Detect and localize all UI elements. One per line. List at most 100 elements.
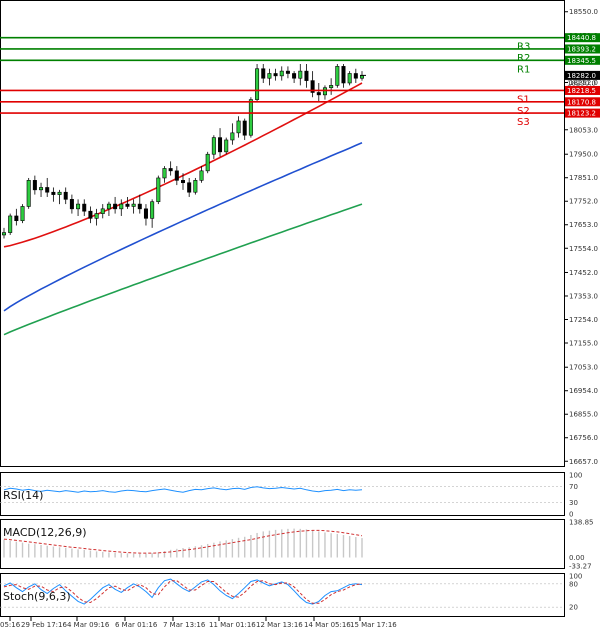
time-tick-label: 14 Mar 05:16: [304, 621, 351, 629]
candle-body: [143, 208, 148, 219]
candle-body: [248, 99, 253, 136]
candle-body: [162, 168, 167, 179]
price-tick-label: 17452.0: [569, 269, 598, 277]
time-axis: 05:16 29 Feb 17:16 4 Mar 09:16 6 Mar 01:16 7…: [0, 617, 397, 629]
pivot-level-tag: [565, 97, 600, 107]
pivot-level-tag: [565, 55, 600, 65]
candle-body: [285, 70, 290, 74]
candle-body: [329, 85, 334, 89]
candle-body: [347, 73, 352, 84]
price-tick-label: 16954.0: [569, 387, 598, 395]
candle-body: [292, 73, 297, 79]
candle-body: [1, 232, 7, 236]
indicator-tick-label: 0.00: [569, 554, 585, 562]
time-tick-label: 15 Mar 17:16: [350, 621, 397, 629]
candle-body: [137, 203, 142, 210]
price-panel-frame: [0, 0, 565, 467]
candle-body: [45, 187, 50, 193]
time-tick-label: 7 Mar 13:16: [163, 621, 206, 629]
candle-body: [8, 215, 13, 233]
candle-body: [242, 120, 247, 136]
candle-body: [94, 213, 99, 219]
indicator-tick-label: 100: [569, 573, 582, 581]
indicator-tick-label: 30: [569, 499, 578, 507]
candle-body: [187, 182, 192, 193]
pivot-level-tag: [565, 33, 600, 43]
macd-signal-line: [3, 529, 363, 554]
indicator-tick-label: -33.27: [569, 563, 592, 571]
candle-body: [218, 137, 223, 153]
stoch-panel-frame: [0, 573, 565, 617]
stoch-title: Stoch(9,6,3): [3, 590, 71, 603]
macd-panel: 138.85 0.00-33.27: [3, 519, 594, 571]
candle-body: [106, 203, 111, 210]
candle-body: [57, 191, 62, 195]
price-tick-label: 17353.0: [569, 292, 598, 300]
price-tick-label: 16756.0: [569, 434, 598, 442]
indicator-tick-label: 100: [569, 472, 582, 480]
candle-body: [156, 177, 161, 203]
candle-body: [310, 80, 315, 93]
candle-body: [88, 210, 93, 219]
indicator-tick-label: 138.85: [569, 519, 594, 527]
pivot-level-tag: [565, 108, 600, 118]
pivot-level-value: 18393.2: [567, 45, 596, 53]
candle-body: [20, 206, 25, 222]
price-tick-label: 17554.0: [569, 245, 598, 253]
price-tick-label: 17053.0: [569, 364, 598, 372]
time-tick-label: 12 Mar 13:16: [256, 621, 303, 629]
pivot-level-value: 18170.8: [567, 98, 596, 106]
price-tick-label: 18053.0: [569, 126, 598, 134]
candle-body: [322, 87, 327, 96]
indicator-tick-label: 20: [569, 604, 578, 612]
candle-body: [205, 153, 210, 172]
macd-panel-frame: [0, 519, 565, 569]
candle-body: [255, 68, 260, 100]
rsi-line: [3, 486, 363, 493]
pivot-level-name: R1: [517, 64, 530, 75]
candle-body: [51, 191, 56, 195]
pivot-level-value: 18345.5: [567, 57, 596, 65]
price-tick-label: 18550.0: [569, 8, 598, 16]
time-tick-label: 29 Feb 17:16: [21, 621, 67, 629]
price-tick-label: 16657.0: [569, 458, 598, 466]
indicator-tick-label: 70: [569, 483, 578, 491]
rsi-panel-frame: [0, 472, 565, 516]
price-tick-label: 17155.0: [569, 339, 598, 347]
candle-body: [273, 73, 278, 77]
candle-body: [304, 70, 309, 81]
candle-body: [230, 132, 235, 141]
candle-body: [168, 168, 173, 172]
candle-body: [181, 180, 186, 184]
indicator-tick-label: 0: [569, 511, 573, 519]
candle-body: [261, 68, 266, 79]
candle-body: [341, 66, 346, 84]
price-tick-label: 17752.0: [569, 198, 598, 206]
pivot-level-tag: [565, 85, 600, 95]
candle-body: [69, 199, 74, 210]
pivot-level-name: S1: [517, 94, 530, 105]
candle-body: [113, 203, 118, 210]
candle-body: [76, 203, 81, 210]
candle-body: [193, 180, 198, 193]
candle-body: [125, 203, 130, 207]
pivot-level-value: 18218.5: [567, 87, 596, 95]
candle-body: [14, 215, 19, 222]
candle-body: [267, 73, 272, 79]
time-tick-label: 6 Mar 01:16: [115, 621, 158, 629]
moving-average-line: [3, 203, 363, 336]
price-tick-label: 17254.0: [569, 316, 598, 324]
moving-average-line: [3, 142, 363, 312]
price-tick-label: 17653.0: [569, 221, 598, 229]
pivot-levels: R3 18440.8 R2 18393.2 R1 18345.5 S1 18218.5 S2 18…: [0, 33, 600, 128]
candles: [1, 63, 364, 239]
pivot-level-name: R2: [517, 53, 530, 64]
candle-body: [100, 208, 105, 214]
candle-body: [174, 170, 179, 181]
current-price-tag: [565, 70, 600, 80]
price-tick-label: 16855.0: [569, 411, 598, 419]
macd-title: MACD(12,26,9): [3, 526, 87, 539]
candle-body: [298, 70, 303, 79]
